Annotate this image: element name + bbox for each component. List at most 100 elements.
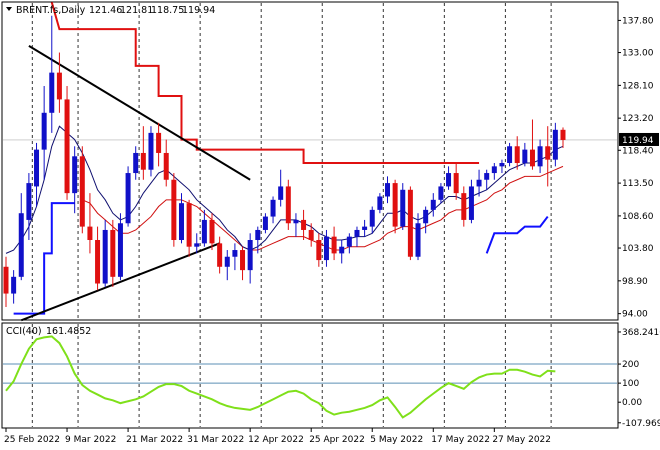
slow-ma-line bbox=[82, 165, 564, 251]
price-tick-label: 113.50 bbox=[622, 179, 654, 189]
candle bbox=[209, 213, 215, 251]
time-tick-label: 9 Mar 2022 bbox=[65, 435, 116, 445]
price-tick-label: 108.60 bbox=[622, 212, 654, 222]
candle bbox=[545, 126, 551, 187]
cci-tick-label: 100 bbox=[622, 379, 639, 389]
candle bbox=[148, 126, 154, 177]
price-tick-label: 123.20 bbox=[622, 114, 654, 124]
candle-body bbox=[323, 236, 329, 261]
candle bbox=[552, 122, 558, 167]
candle bbox=[224, 250, 230, 281]
candle-body bbox=[270, 199, 276, 217]
candle bbox=[293, 213, 299, 237]
candle bbox=[278, 169, 284, 207]
price-tick-label: 98.90 bbox=[622, 277, 648, 287]
candle bbox=[56, 52, 62, 113]
candle-body bbox=[156, 132, 162, 153]
candle bbox=[529, 119, 535, 170]
candle-body bbox=[87, 226, 93, 240]
candle-body bbox=[133, 152, 139, 174]
candle bbox=[285, 179, 291, 230]
candle bbox=[247, 233, 253, 284]
candle-body bbox=[140, 152, 146, 170]
price-tick-label: 118.40 bbox=[622, 146, 654, 156]
candle-body bbox=[201, 219, 207, 244]
candle bbox=[537, 139, 543, 174]
candle bbox=[377, 193, 383, 214]
candle bbox=[72, 146, 78, 214]
candle bbox=[140, 126, 146, 180]
candle-body bbox=[529, 149, 535, 167]
cci-line bbox=[5, 335, 556, 419]
candle bbox=[514, 136, 520, 170]
time-tick-label: 27 May 2022 bbox=[492, 435, 551, 445]
candle-body bbox=[362, 226, 368, 230]
candle-body bbox=[11, 276, 17, 294]
candle-body bbox=[102, 229, 108, 284]
time-tick-label: 5 May 2022 bbox=[370, 435, 423, 445]
candle-body bbox=[499, 163, 505, 167]
candle-body bbox=[224, 256, 230, 267]
price-tick-label: 103.80 bbox=[622, 244, 654, 254]
time-tick-label: 17 May 2022 bbox=[431, 435, 490, 445]
candle-body bbox=[232, 250, 238, 257]
candle bbox=[11, 270, 17, 304]
cci-tick-label: 368.2416 bbox=[622, 328, 660, 338]
cci-header: CCI(40) 161.4852 bbox=[6, 326, 91, 337]
candle bbox=[560, 127, 566, 148]
candle bbox=[232, 243, 238, 271]
candle-body bbox=[560, 129, 566, 140]
candle bbox=[41, 86, 47, 180]
candle-body bbox=[163, 152, 169, 180]
slow-moving-average bbox=[82, 165, 564, 251]
price-tick-label: 137.80 bbox=[622, 16, 654, 26]
chart-header: BRENT.fs,Daily 121.46 121.81 118.75 119.… bbox=[6, 5, 215, 16]
cci-tick-label: 0.00 bbox=[622, 398, 642, 408]
candle bbox=[201, 209, 207, 247]
candle-body bbox=[308, 229, 314, 240]
candle bbox=[392, 179, 398, 234]
candle bbox=[178, 193, 184, 244]
candle-body bbox=[346, 236, 352, 247]
candle bbox=[186, 199, 192, 257]
support-step-line-recent bbox=[485, 215, 549, 254]
candle bbox=[64, 86, 70, 200]
candle bbox=[34, 142, 40, 207]
candle bbox=[499, 159, 505, 174]
candle-body bbox=[285, 186, 291, 224]
candle bbox=[49, 15, 55, 133]
trendlines bbox=[20, 44, 251, 322]
candle-body bbox=[79, 156, 85, 227]
candle-body bbox=[247, 240, 253, 271]
candle-body bbox=[41, 112, 47, 150]
candle-body bbox=[369, 209, 375, 227]
header-symbol: BRENT.fs,Daily bbox=[16, 5, 86, 16]
candle bbox=[362, 219, 368, 237]
candle-body bbox=[148, 132, 154, 170]
candle bbox=[270, 196, 276, 224]
candle-body bbox=[423, 209, 429, 224]
price-tick-label: 133.00 bbox=[622, 49, 654, 59]
candle-body bbox=[18, 213, 24, 277]
candle bbox=[3, 256, 9, 307]
candle-body bbox=[430, 199, 436, 210]
cci-tick-label: -107.969 bbox=[622, 419, 660, 429]
candle-body bbox=[72, 156, 78, 194]
candle-body bbox=[293, 219, 299, 224]
candle bbox=[415, 213, 421, 261]
candle-body bbox=[407, 189, 413, 257]
candle-body bbox=[468, 186, 474, 220]
candle-body bbox=[95, 240, 101, 284]
candle-body bbox=[301, 219, 307, 230]
candle-body bbox=[117, 223, 123, 277]
candle-body bbox=[484, 173, 490, 180]
collapse-triangle-icon[interactable] bbox=[6, 7, 12, 11]
time-tick-label: 31 Mar 2022 bbox=[187, 435, 244, 445]
candle-body bbox=[453, 173, 459, 194]
candle-body bbox=[476, 179, 482, 187]
candle bbox=[491, 163, 497, 180]
candle-body bbox=[507, 146, 513, 164]
candle-body bbox=[26, 183, 32, 220]
candle-body bbox=[331, 236, 337, 254]
candle bbox=[102, 219, 108, 287]
